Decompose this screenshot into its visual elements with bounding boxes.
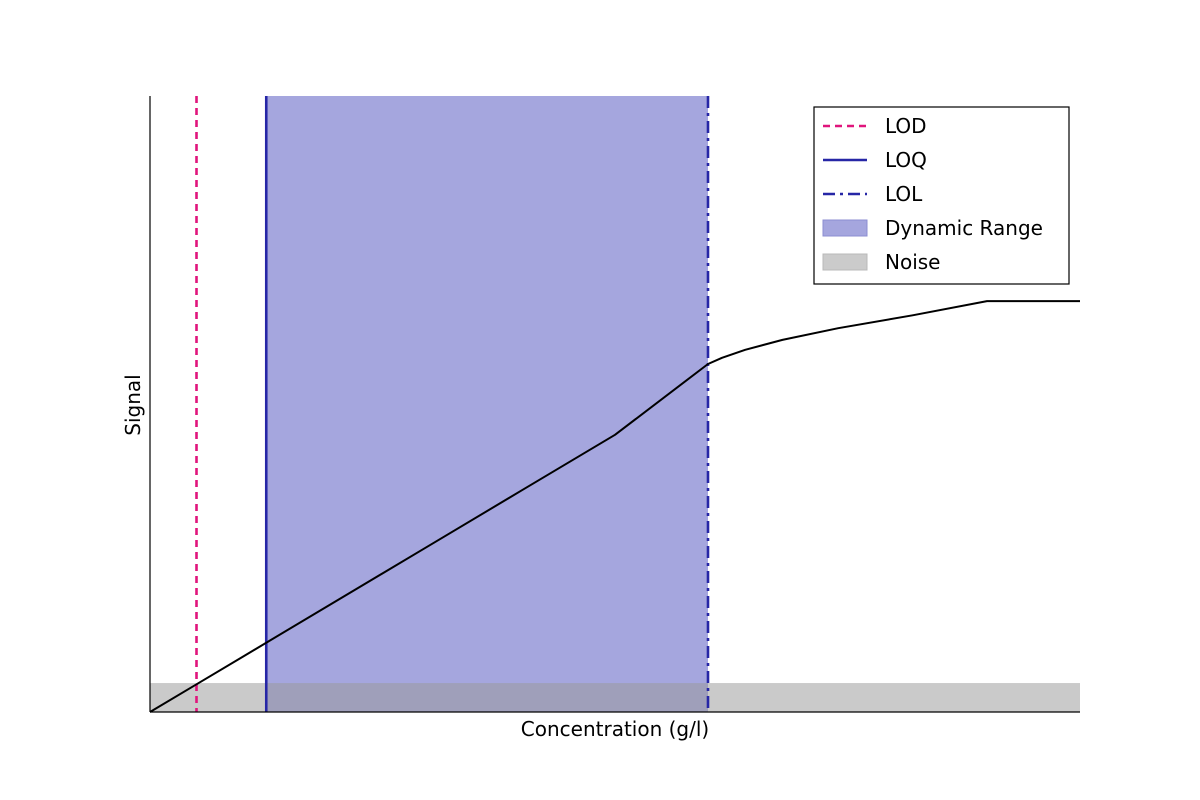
legend-swatch-dynamic-range [822, 219, 868, 237]
dynamic-range-span [266, 96, 708, 712]
x-axis-label: Concentration (g/l) [521, 717, 709, 741]
legend: LOD LOQ LOL Dynamic Range Noise [813, 106, 1070, 285]
legend-label-lod: LOD [885, 114, 927, 138]
legend-label-noise: Noise [885, 250, 940, 274]
legend-label-lol: LOL [885, 182, 923, 206]
legend-label-dynamic-range: Dynamic Range [885, 216, 1043, 240]
noise-band [150, 683, 1080, 712]
axes [149, 96, 1080, 713]
plot-area [149, 96, 1080, 713]
series-line-calibration-curve [149, 300, 1080, 713]
legend-swatch-noise [822, 253, 868, 271]
legend-label-loq: LOQ [885, 148, 927, 172]
y-axis-label: Signal [121, 374, 145, 435]
